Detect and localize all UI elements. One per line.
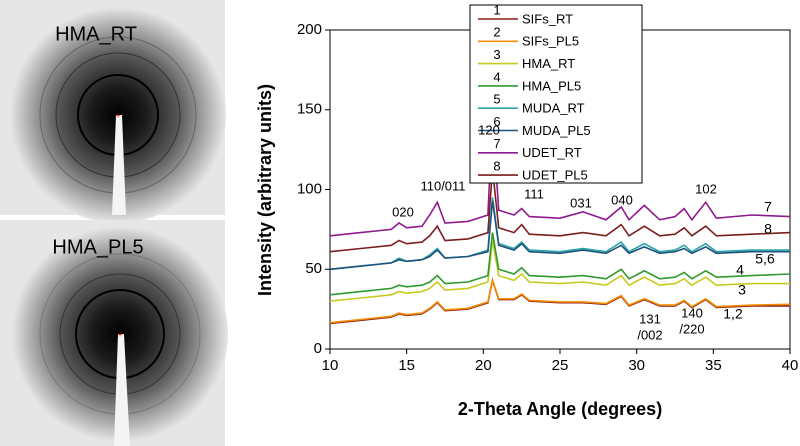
legend-number: 6	[493, 114, 500, 129]
svg-text:+: +	[117, 329, 122, 339]
x-tick-label: 15	[398, 357, 415, 374]
legend: 1 SIFs_RT 2 SIFs_PL5 3 HMA_RT 4 HMA_PL5 5 MUDA_RT…	[469, 2, 643, 184]
legend-entry: MUDA_RT	[522, 101, 585, 116]
x-tick-label: 40	[782, 357, 799, 374]
peak-label: 131	[639, 311, 661, 326]
legend-entry: HMA_PL5	[522, 78, 581, 93]
legend-entry: UDET_RT	[522, 145, 582, 160]
x-tick-label: 25	[552, 357, 569, 374]
legend-entry: SIFs_RT	[522, 11, 573, 26]
legend-entry: UDET_PL5	[522, 168, 588, 183]
peak-label: 110/011	[420, 178, 465, 193]
peak-label: 020	[392, 204, 414, 219]
y-tick-label: 100	[297, 180, 322, 197]
peak-label: 120	[478, 122, 500, 137]
data-line	[329, 117, 791, 237]
panel-label: HMA_PL5	[52, 236, 143, 258]
peak-label: /220	[679, 321, 704, 336]
legend-number: 1	[493, 2, 500, 17]
data-line	[329, 232, 791, 296]
data-line	[329, 277, 791, 324]
legend-entry: SIFs_PL5	[522, 34, 579, 49]
legend-entry: HMA_RT	[522, 56, 575, 71]
y-tick-label: 50	[305, 260, 322, 277]
peak-label: /002	[637, 327, 662, 342]
legend-number: 7	[493, 136, 500, 151]
y-tick-label: 200	[297, 21, 322, 38]
peak-label: 140	[681, 305, 703, 320]
peak-label: 102	[695, 181, 717, 196]
x-tick-label: 30	[628, 357, 645, 374]
curve-label: 8	[764, 221, 772, 237]
x-tick-label: 10	[322, 357, 339, 374]
legend-number: 2	[493, 25, 500, 40]
y-tick-label: 150	[297, 101, 322, 118]
data-line	[329, 168, 791, 253]
peak-label: 031	[570, 195, 592, 210]
curve-label: 3	[738, 282, 746, 298]
data-line	[329, 240, 790, 302]
legend-number: 3	[493, 47, 500, 62]
data-line	[329, 200, 790, 271]
curve-label: 1,2	[723, 306, 743, 322]
peak-label: 040	[611, 192, 633, 207]
x-axis-label: 2-Theta Angle (degrees)	[458, 399, 662, 419]
legend-number: 8	[493, 159, 500, 174]
diffraction-panel: + HMA_RT	[0, 0, 226, 223]
peak-label: 111	[524, 186, 544, 201]
svg-text:+: +	[115, 110, 120, 120]
legend-number: 5	[493, 92, 500, 107]
curve-label: 7	[764, 199, 772, 215]
panel-label: HMA_RT	[55, 23, 137, 45]
y-tick-label: 0	[314, 340, 322, 357]
x-tick-label: 20	[475, 357, 492, 374]
x-tick-label: 35	[705, 357, 722, 374]
curve-label: 5,6	[755, 251, 775, 267]
curve-label: 4	[736, 262, 744, 278]
legend-number: 4	[493, 69, 500, 84]
y-axis-label: Intensity (arbitrary units)	[255, 84, 275, 296]
diffraction-panel: + HMA_PL5	[0, 220, 228, 446]
legend-entry: MUDA_PL5	[522, 123, 591, 138]
